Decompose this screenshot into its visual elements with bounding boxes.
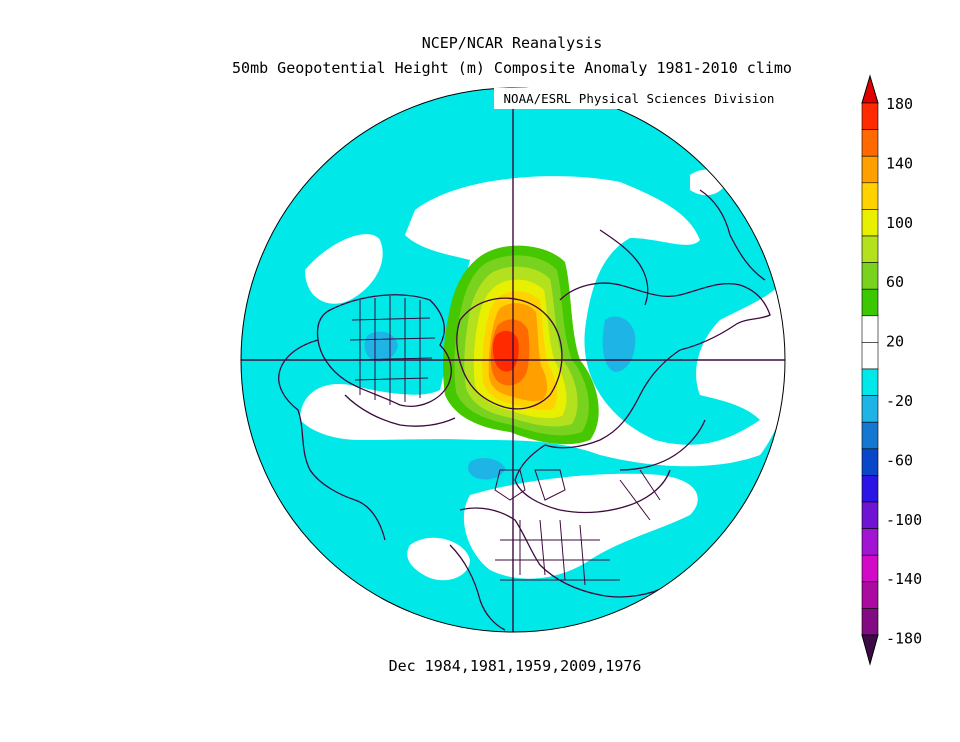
colorbar-segment bbox=[861, 155, 879, 184]
colorbar: 180 140 100 60 20 -20 -60 -100 -140 -180 bbox=[861, 74, 922, 666]
negative-anomaly bbox=[468, 458, 505, 480]
colorbar-segment bbox=[861, 342, 879, 370]
colorbar-tick-label: -60 bbox=[886, 451, 913, 469]
borders bbox=[349, 296, 661, 586]
coastlines bbox=[278, 189, 771, 631]
colorbar-segment bbox=[861, 475, 879, 503]
neutral-region-south bbox=[463, 473, 698, 579]
colorbar-segment bbox=[861, 368, 879, 396]
title-line-1: NCEP/NCAR Reanalysis bbox=[421, 34, 603, 52]
colorbar-tick-label: 60 bbox=[886, 273, 904, 291]
colorbar-segment bbox=[861, 501, 879, 529]
composite-years: Dec 1984,1981,1959,2009,1976 bbox=[388, 657, 642, 675]
negative-anomaly bbox=[602, 316, 636, 372]
title-line-2: 50mb Geopotential Height (m) Composite A… bbox=[232, 59, 792, 77]
colorbar-arrow-bottom bbox=[861, 634, 879, 666]
anomaly-fields bbox=[278, 169, 785, 631]
colorbar-segment bbox=[861, 129, 879, 157]
colorbar-segment bbox=[861, 581, 879, 609]
colorbar-segment bbox=[861, 102, 879, 130]
credit-label: NOAA/ESRL Physical Sciences Division bbox=[494, 88, 784, 109]
colorbar-segment bbox=[861, 235, 879, 263]
neutral-region-sw bbox=[407, 537, 470, 581]
neutral-region-west bbox=[305, 234, 383, 304]
colorbar-tick-label: -180 bbox=[886, 630, 922, 648]
polar-map bbox=[240, 87, 786, 633]
colorbar-tick-label: 140 bbox=[886, 154, 913, 172]
colorbar-segment bbox=[861, 528, 879, 556]
positive-anomaly-160 bbox=[492, 330, 519, 372]
colorbar-segment bbox=[861, 554, 879, 583]
colorbar-segment bbox=[861, 288, 879, 317]
colorbar-segment bbox=[861, 421, 879, 450]
colorbar-tick-label: 20 bbox=[886, 333, 904, 351]
colorbar-tick-label: -140 bbox=[886, 570, 922, 588]
colorbar-segment bbox=[861, 262, 879, 290]
colorbar-segment bbox=[861, 182, 879, 210]
colorbar-segment bbox=[861, 395, 879, 423]
colorbar-segment bbox=[861, 448, 879, 476]
colorbar-segment bbox=[861, 315, 879, 343]
colorbar-segment bbox=[861, 608, 879, 636]
colorbar-tick-label: 100 bbox=[886, 214, 913, 232]
colorbar-tick-label: 180 bbox=[886, 95, 913, 113]
colorbar-segment bbox=[861, 209, 879, 237]
colorbar-tick-label: -20 bbox=[886, 392, 913, 410]
colorbar-tick-label: -100 bbox=[886, 511, 922, 529]
colorbar-arrow-top bbox=[861, 74, 879, 104]
